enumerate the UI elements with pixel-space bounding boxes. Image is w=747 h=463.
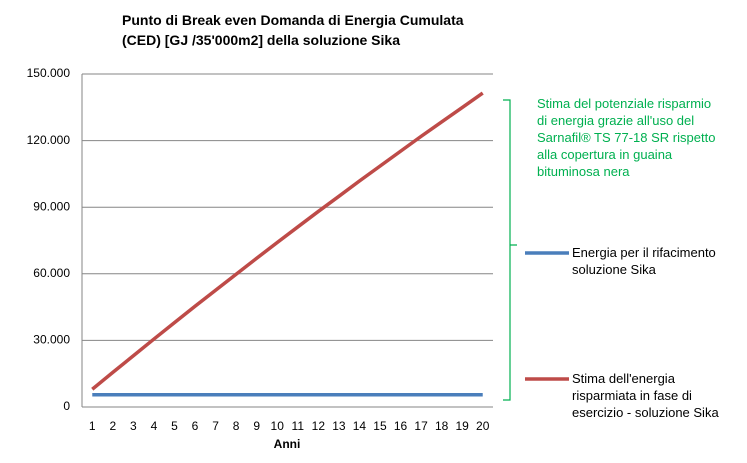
x-tick-label: 9 — [253, 419, 260, 433]
y-tick-label: 90.000 — [33, 199, 70, 213]
y-tick-label: 150.000 — [27, 66, 71, 80]
annotation-line: bituminosa nera — [537, 164, 630, 179]
x-tick-label: 8 — [233, 419, 240, 433]
x-tick-label: 17 — [414, 419, 428, 433]
legend-label: Energia per il rifacimento soluzione Sik… — [572, 245, 716, 277]
x-tick-label: 11 — [292, 419, 305, 433]
y-tick-label: 30.000 — [33, 333, 70, 347]
x-tick-label: 14 — [353, 419, 367, 433]
bracket — [503, 99, 517, 401]
x-tick-label: 20 — [476, 419, 490, 433]
x-tick-label: 13 — [332, 419, 346, 433]
x-tick-label: 19 — [455, 419, 469, 433]
x-tick-label: 6 — [192, 419, 199, 433]
y-tick-label: 120.000 — [27, 133, 71, 147]
annotation-line: Sarnafil® TS 77-18 SR rispetto — [537, 130, 716, 145]
annotation-line: di energia grazie all'uso del — [537, 113, 695, 128]
x-tick-label: 4 — [151, 419, 158, 433]
x-tick-label: 18 — [435, 419, 449, 433]
x-tick-label: 10 — [271, 419, 285, 433]
y-tick-label: 60.000 — [33, 266, 70, 280]
x-tick-label: 7 — [212, 419, 219, 433]
chart-title: Punto di Break even Domanda di Energia C… — [122, 12, 464, 48]
x-tick-label: 15 — [373, 419, 387, 433]
x-tick-label: 16 — [394, 419, 408, 433]
x-axis-label: Anni — [274, 437, 301, 451]
annotation-line: alla copertura in guaina — [537, 147, 673, 162]
legend-label: Stima dell'energia risparmiata in fase d… — [572, 371, 719, 420]
x-tick-label: 12 — [312, 419, 326, 433]
x-tick-label: 3 — [130, 419, 137, 433]
y-tick-label: 0 — [63, 399, 70, 413]
annotation-line: Stima del potenziale risparmio — [537, 96, 712, 111]
series-line — [91, 91, 484, 391]
x-tick-label: 5 — [171, 419, 178, 433]
annotation: Stima del potenziale risparmio di energia… — [537, 95, 715, 180]
x-tick-label: 2 — [109, 419, 116, 433]
x-tick-label: 1 — [89, 419, 96, 433]
